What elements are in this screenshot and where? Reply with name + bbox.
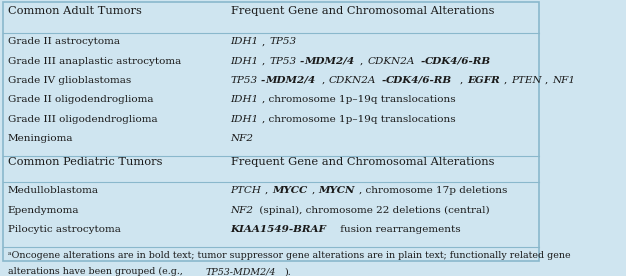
Text: Grade III anaplastic astrocytoma: Grade III anaplastic astrocytoma <box>8 57 181 66</box>
Text: TP53-MDM2/4: TP53-MDM2/4 <box>206 267 277 276</box>
Text: CDKN2A: CDKN2A <box>367 57 415 66</box>
Text: Grade II oligodendroglioma: Grade II oligodendroglioma <box>8 95 153 104</box>
Text: CDK4/6-RB: CDK4/6-RB <box>425 57 491 66</box>
Text: ᵃOncogene alterations are in bold text; tumor suppressor gene alterations are in: ᵃOncogene alterations are in bold text; … <box>8 251 570 260</box>
Text: ,: , <box>360 57 367 66</box>
Text: KIAA1549-BRAF: KIAA1549-BRAF <box>230 225 326 234</box>
Text: NF2: NF2 <box>230 206 254 214</box>
Text: (spinal), chromosome 22 deletions (central): (spinal), chromosome 22 deletions (centr… <box>256 206 490 215</box>
Text: Ependymoma: Ependymoma <box>8 206 80 214</box>
Text: Meningioma: Meningioma <box>8 134 73 143</box>
Text: MDM2/4: MDM2/4 <box>304 57 354 66</box>
Text: , chromosome 1p–19q translocations: , chromosome 1p–19q translocations <box>262 115 456 124</box>
Text: , chromosome 17p deletions: , chromosome 17p deletions <box>359 186 508 195</box>
Text: TP53: TP53 <box>269 57 296 66</box>
Text: Common Adult Tumors: Common Adult Tumors <box>8 6 141 17</box>
Text: IDH1: IDH1 <box>230 95 259 104</box>
Text: MYCN: MYCN <box>319 186 355 195</box>
Text: ,: , <box>504 76 510 85</box>
Text: alterations have been grouped (e.g.,: alterations have been grouped (e.g., <box>8 267 185 276</box>
Text: Medulloblastoma: Medulloblastoma <box>8 186 99 195</box>
Text: Common Pediatric Tumors: Common Pediatric Tumors <box>8 157 162 167</box>
Text: ,: , <box>322 76 328 85</box>
Text: ,: , <box>545 76 552 85</box>
Text: MYCC: MYCC <box>272 186 307 195</box>
Text: -: - <box>420 57 424 66</box>
Text: IDH1: IDH1 <box>230 57 259 66</box>
Text: NF1: NF1 <box>552 76 575 85</box>
Text: PTEN: PTEN <box>511 76 541 85</box>
Text: TP53: TP53 <box>230 76 258 85</box>
Text: ,: , <box>262 37 269 46</box>
Text: ,: , <box>460 76 466 85</box>
Text: ).: ). <box>284 267 291 276</box>
Text: NF2: NF2 <box>230 134 254 143</box>
Text: Grade III oligodendroglioma: Grade III oligodendroglioma <box>8 115 157 124</box>
Text: ,: , <box>312 186 318 195</box>
Text: MDM2/4: MDM2/4 <box>265 76 316 85</box>
Text: Grade IV glioblastomas: Grade IV glioblastomas <box>8 76 131 85</box>
Text: IDH1: IDH1 <box>230 37 259 46</box>
Text: CDKN2A: CDKN2A <box>329 76 376 85</box>
Text: , chromosome 1p–19q translocations: , chromosome 1p–19q translocations <box>262 95 456 104</box>
Text: Frequent Gene and Chromosomal Alterations: Frequent Gene and Chromosomal Alteration… <box>230 157 494 167</box>
Text: CDK4/6-RB: CDK4/6-RB <box>386 76 453 85</box>
FancyBboxPatch shape <box>3 2 539 261</box>
Text: -: - <box>299 57 304 66</box>
Text: Grade II astrocytoma: Grade II astrocytoma <box>8 37 120 46</box>
Text: ,: , <box>262 57 269 66</box>
Text: IDH1: IDH1 <box>230 115 259 124</box>
Text: fusion rearrangements: fusion rearrangements <box>337 225 461 234</box>
Text: TP53: TP53 <box>269 37 296 46</box>
Text: ,: , <box>265 186 272 195</box>
Text: Pilocytic astrocytoma: Pilocytic astrocytoma <box>8 225 121 234</box>
Text: -: - <box>261 76 265 85</box>
Text: PTCH: PTCH <box>230 186 262 195</box>
Text: Frequent Gene and Chromosomal Alterations: Frequent Gene and Chromosomal Alteration… <box>230 6 494 17</box>
Text: -: - <box>382 76 386 85</box>
Text: EGFR: EGFR <box>467 76 500 85</box>
